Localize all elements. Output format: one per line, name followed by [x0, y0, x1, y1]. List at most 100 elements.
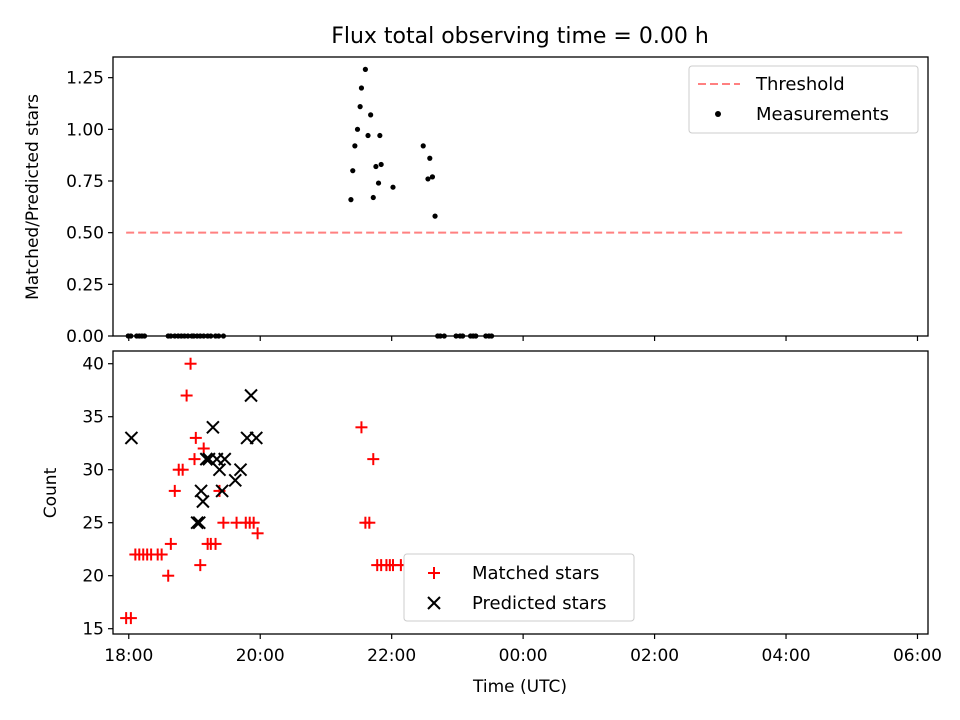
matched-star-point: [124, 612, 137, 625]
bottom-ytick-label: 30: [82, 461, 104, 481]
measurement-point: [441, 333, 447, 339]
predicted-star-point: [249, 431, 263, 445]
matched-star-point: [251, 527, 264, 540]
predicted-star-point: [190, 516, 204, 530]
top-ylabel: Matched/Predicted stars: [23, 94, 43, 300]
matched-star-point: [247, 516, 260, 529]
matched-star-point: [162, 569, 175, 582]
predicted-star-point: [228, 473, 242, 488]
bottom-legend: Matched stars Predicted stars: [403, 553, 635, 622]
matched-star-point: [363, 516, 376, 529]
bottom-ytick-label: 40: [82, 355, 104, 375]
matched-star-point: [184, 357, 197, 370]
legend-matched-marker: [428, 567, 440, 579]
bottom-ytick-label: 15: [82, 620, 104, 640]
xtick-label: 04:00: [762, 646, 811, 666]
xtick-label: 18:00: [104, 646, 153, 666]
measurement-point: [377, 132, 383, 139]
predicted-star-point: [194, 484, 208, 498]
matched-star-point: [164, 537, 177, 550]
matched-star-point: [367, 453, 380, 466]
predicted-star-point: [196, 494, 210, 509]
legend-measurements-marker: [715, 111, 721, 117]
legend-predicted-label: Predicted stars: [472, 593, 606, 614]
top-ticks: 0.00 0.25 0.50 0.75 1.00 1.25: [66, 69, 919, 347]
measurement-point: [348, 197, 354, 203]
legend-matched-label: Matched stars: [472, 563, 599, 584]
matched-star-point: [189, 431, 202, 444]
legend-predicted-marker: [427, 596, 441, 610]
measurement-point: [437, 333, 443, 339]
measurement-point: [453, 333, 459, 339]
top-ytick-label: 0.00: [66, 327, 104, 347]
measurement-point: [378, 161, 384, 168]
predicted-star-point: [233, 463, 248, 477]
top-ytick-label: 0.25: [66, 275, 104, 295]
predicted-star-point: [218, 452, 232, 466]
measurement-point: [358, 85, 365, 91]
matched-star-point: [168, 484, 181, 497]
measurement-point: [352, 143, 358, 149]
measurement-point: [354, 126, 361, 132]
measurement-point: [390, 184, 396, 190]
bottom-ylabel: Count: [41, 467, 61, 518]
measurement-point: [368, 112, 374, 118]
predicted-star-point: [212, 463, 227, 477]
xtick-label: 00:00: [499, 646, 548, 666]
bottom-ytick-label: 35: [82, 408, 104, 428]
xtick-label: 06:00: [893, 646, 942, 666]
matched-star-point: [194, 559, 207, 572]
matched-star-point: [217, 516, 230, 529]
legend-measurements-label: Measurements: [756, 104, 889, 125]
measurement-point: [420, 143, 426, 149]
matched-star-point: [180, 389, 193, 402]
matched-star-point: [176, 463, 189, 476]
measurement-point: [208, 333, 214, 339]
measurement-point: [427, 155, 433, 161]
bottom-ytick-label: 25: [82, 514, 104, 534]
measurement-point: [362, 66, 368, 72]
measurement-point: [357, 104, 363, 110]
top-axes-frame: [112, 56, 929, 337]
matched-star-point: [155, 548, 168, 561]
top-legend: Threshold Measurements: [688, 65, 919, 134]
xtick-label: 20:00: [236, 646, 285, 666]
measurement-point: [168, 333, 174, 339]
measurement-point: [185, 333, 191, 339]
predicted-star-point: [199, 452, 214, 466]
measurement-point: [425, 176, 431, 182]
measurement-point: [216, 333, 222, 339]
predicted-star-point: [206, 420, 220, 435]
measurement-point: [460, 333, 466, 339]
chart-title: Flux total observing time = 0.00 h: [331, 24, 709, 49]
measurement-point: [365, 132, 371, 139]
measurement-point: [432, 213, 438, 219]
top-plot-area: [125, 66, 905, 339]
measurement-point: [373, 163, 379, 170]
xtick-label: 22:00: [367, 646, 416, 666]
measurement-point: [350, 168, 356, 174]
measurement-point: [370, 194, 376, 201]
measurement-point: [128, 333, 134, 339]
measurement-point: [201, 333, 207, 339]
measurement-point: [473, 333, 479, 339]
measurement-point: [220, 333, 227, 339]
legend-threshold-label: Threshold: [755, 74, 845, 95]
measurement-point: [429, 174, 436, 180]
predicted-star-point: [124, 431, 139, 445]
xlabel: Time (UTC): [472, 677, 567, 697]
xtick-label: 02:00: [630, 646, 679, 666]
top-ytick-label: 0.50: [66, 224, 104, 244]
matched-star-point: [209, 537, 222, 550]
predicted-star-point: [244, 388, 258, 403]
predicted-star-point: [215, 484, 229, 498]
bottom-axes-frame: [112, 350, 929, 635]
predicted-star-point: [192, 516, 206, 530]
top-ytick-label: 1.00: [66, 120, 104, 140]
measurement-point: [488, 333, 495, 339]
top-ytick-label: 0.75: [66, 172, 104, 192]
measurement-point: [375, 180, 382, 186]
top-ytick-label: 1.25: [66, 69, 104, 89]
measurement-point: [141, 333, 148, 339]
